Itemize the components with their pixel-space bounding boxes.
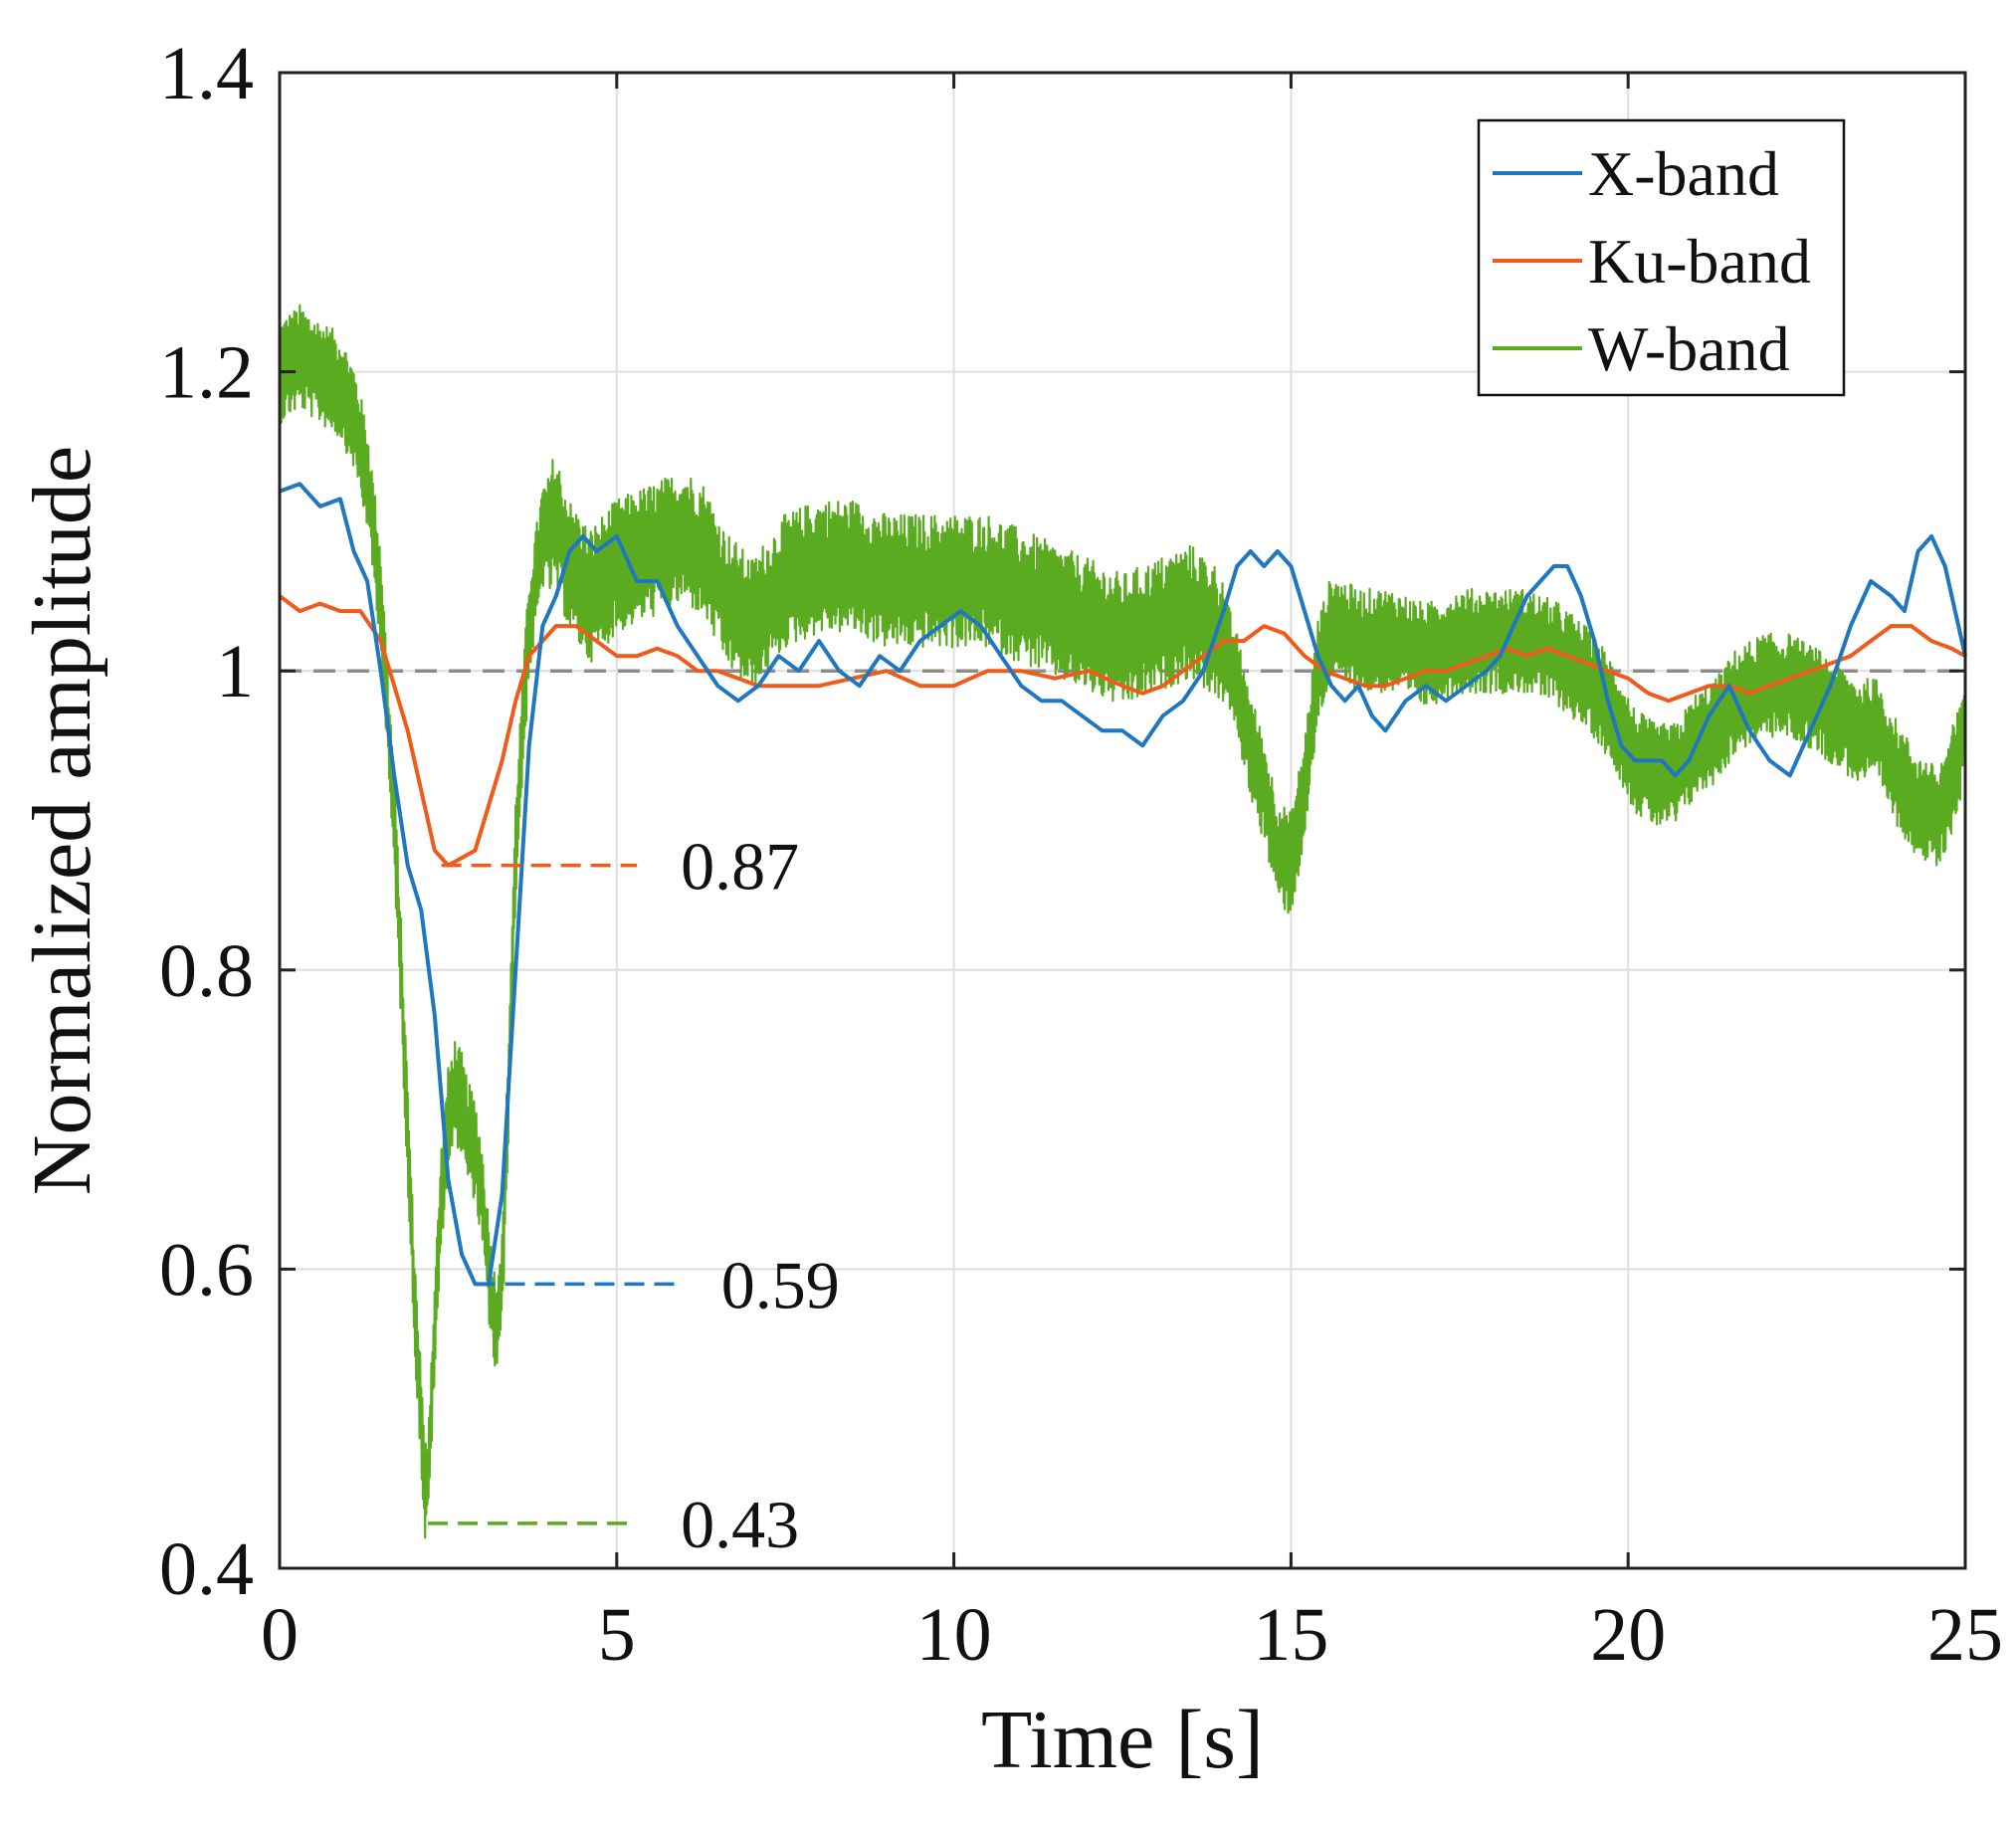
- plot-frame: [278, 71, 1967, 1570]
- y-tick-label-5: 1.4: [159, 32, 254, 115]
- y-tick-label-3: 1: [216, 630, 254, 713]
- y-tick-label-4: 1.2: [159, 331, 254, 415]
- x-tick-label-0: 0: [261, 1593, 299, 1677]
- series-line-ku-band: [278, 594, 1966, 868]
- x-tick-label-2: 10: [916, 1593, 992, 1677]
- x-tick-label-4: 20: [1590, 1593, 1666, 1677]
- legend-label-x-band: X-band: [1588, 138, 1779, 209]
- x-tick-label-5: 25: [1927, 1593, 2003, 1677]
- series-line-x-band: [279, 482, 1967, 1287]
- series-line-w-band: [278, 304, 1967, 1539]
- y-axis-title: Normalized amplitude: [16, 446, 108, 1195]
- legend-label-ku-band: Ku-band: [1588, 226, 1811, 297]
- x-axis-title: Time [s]: [981, 1694, 1264, 1786]
- x-tick-label-3: 15: [1253, 1593, 1328, 1677]
- x-tick-label-1: 5: [598, 1593, 636, 1677]
- legend-label-w-band: W-band: [1588, 313, 1790, 384]
- legend-box: [1477, 118, 1846, 397]
- annotation-label-2: 0.43: [681, 1487, 799, 1562]
- legend: X-band Ku-band W-band: [1477, 118, 1846, 397]
- tick-layer: 0 5 10 15 20 25 0.4 0.6 0.8 1 1.2 1.4: [159, 32, 2003, 1677]
- y-tick-label-0: 0.4: [159, 1527, 254, 1611]
- series-layer: [278, 304, 1967, 1539]
- annotation-layer: 0.87 0.59 0.43: [428, 829, 840, 1562]
- y-tick-label-1: 0.6: [159, 1228, 254, 1312]
- annotation-label-0: 0.87: [681, 829, 799, 905]
- y-tick-label-2: 0.8: [159, 929, 254, 1013]
- annotation-label-1: 0.59: [721, 1247, 840, 1322]
